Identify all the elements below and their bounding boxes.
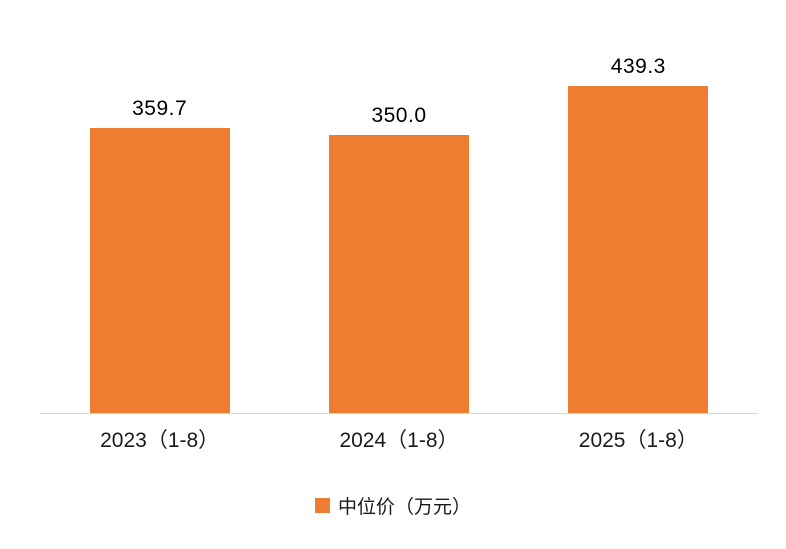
x-axis-labels: 2023（1-8） 2024（1-8） 2025（1-8） — [40, 424, 758, 454]
bar — [328, 135, 469, 413]
legend: 中位价（万元） — [0, 492, 786, 519]
data-label: 439.3 — [610, 55, 666, 78]
bar-group-2025: 439.3 — [520, 56, 757, 413]
x-axis-label: 2025（1-8） — [578, 429, 698, 452]
legend-label: 中位价（万元） — [337, 497, 471, 518]
bar-group-2024: 350.0 — [281, 56, 518, 413]
x-axis-label: 2024（1-8） — [339, 429, 459, 452]
plot-area: 359.7 350.0 439.3 — [40, 56, 758, 414]
bar — [568, 86, 709, 413]
bar-group-2023: 359.7 — [41, 56, 278, 413]
data-label: 350.0 — [371, 104, 427, 127]
legend-swatch-icon — [314, 498, 330, 513]
bar — [89, 128, 230, 413]
data-label: 359.7 — [132, 97, 188, 120]
x-axis-label: 2023（1-8） — [100, 429, 220, 452]
